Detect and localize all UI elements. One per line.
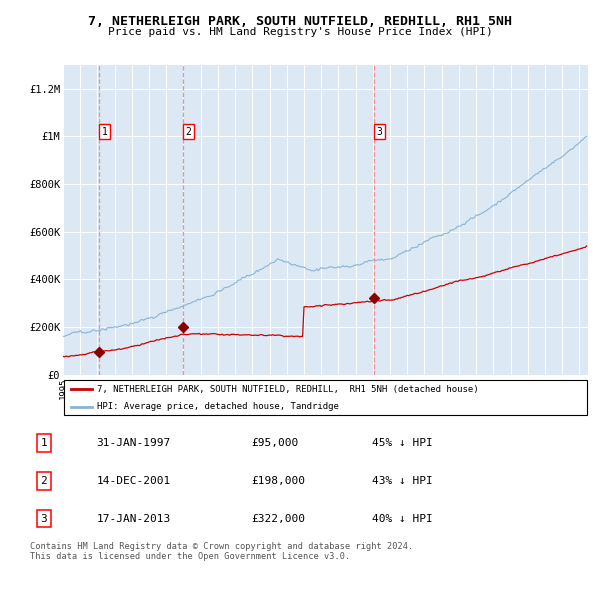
Text: 45% ↓ HPI: 45% ↓ HPI bbox=[372, 438, 433, 448]
FancyBboxPatch shape bbox=[64, 380, 587, 415]
Text: 1: 1 bbox=[101, 127, 107, 137]
Text: 14-DEC-2001: 14-DEC-2001 bbox=[96, 476, 170, 486]
Text: £322,000: £322,000 bbox=[251, 514, 305, 523]
Text: 43% ↓ HPI: 43% ↓ HPI bbox=[372, 476, 433, 486]
Text: 3: 3 bbox=[376, 127, 382, 137]
Text: 17-JAN-2013: 17-JAN-2013 bbox=[96, 514, 170, 523]
Text: HPI: Average price, detached house, Tandridge: HPI: Average price, detached house, Tand… bbox=[97, 402, 339, 411]
Text: 1: 1 bbox=[40, 438, 47, 448]
Text: Price paid vs. HM Land Registry's House Price Index (HPI): Price paid vs. HM Land Registry's House … bbox=[107, 27, 493, 37]
Text: Contains HM Land Registry data © Crown copyright and database right 2024.
This d: Contains HM Land Registry data © Crown c… bbox=[30, 542, 413, 561]
Text: 7, NETHERLEIGH PARK, SOUTH NUTFIELD, REDHILL, RH1 5NH: 7, NETHERLEIGH PARK, SOUTH NUTFIELD, RED… bbox=[88, 15, 512, 28]
Text: £198,000: £198,000 bbox=[251, 476, 305, 486]
Text: 40% ↓ HPI: 40% ↓ HPI bbox=[372, 514, 433, 523]
Text: 7, NETHERLEIGH PARK, SOUTH NUTFIELD, REDHILL,  RH1 5NH (detached house): 7, NETHERLEIGH PARK, SOUTH NUTFIELD, RED… bbox=[97, 385, 479, 394]
Text: 2: 2 bbox=[40, 476, 47, 486]
Text: £95,000: £95,000 bbox=[251, 438, 298, 448]
Text: 2: 2 bbox=[185, 127, 191, 137]
Text: 3: 3 bbox=[40, 514, 47, 523]
Text: 31-JAN-1997: 31-JAN-1997 bbox=[96, 438, 170, 448]
